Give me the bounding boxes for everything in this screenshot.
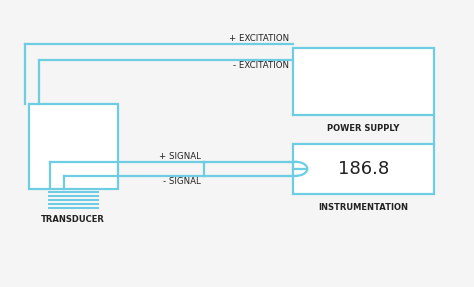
FancyBboxPatch shape [293,144,434,194]
Text: + SIGNAL: + SIGNAL [159,152,201,161]
Text: TRANSDUCER: TRANSDUCER [41,215,105,224]
Text: - EXCITATION: - EXCITATION [234,61,290,70]
Text: INSTRUMENTATION: INSTRUMENTATION [319,203,409,212]
FancyBboxPatch shape [293,48,434,115]
Text: 186.8: 186.8 [338,160,389,178]
Text: - SIGNAL: - SIGNAL [163,177,201,186]
Text: + EXCITATION: + EXCITATION [229,34,290,43]
Text: POWER SUPPLY: POWER SUPPLY [327,124,400,133]
FancyBboxPatch shape [28,104,118,189]
